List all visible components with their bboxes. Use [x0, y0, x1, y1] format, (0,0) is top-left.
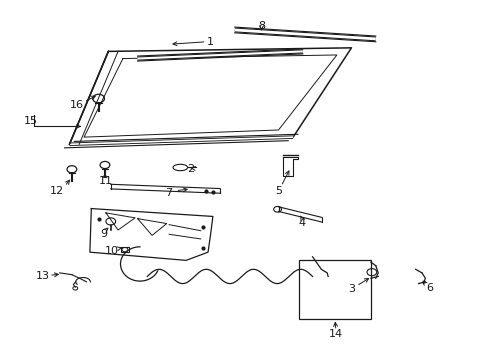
Text: 5: 5	[274, 186, 282, 196]
Bar	[120, 247, 129, 252]
Text: 12: 12	[50, 186, 64, 197]
Bar	[298, 260, 370, 319]
Text: 11: 11	[99, 176, 113, 186]
Text: 14: 14	[328, 329, 342, 339]
Text: 2: 2	[187, 164, 194, 174]
Text: 15: 15	[23, 116, 38, 126]
Text: 1: 1	[206, 37, 214, 48]
Text: 16: 16	[70, 100, 83, 110]
Text: 8: 8	[258, 21, 264, 31]
Text: 6: 6	[425, 283, 432, 293]
Text: 10: 10	[105, 247, 119, 256]
Text: 9: 9	[100, 229, 107, 239]
Text: 4: 4	[298, 218, 305, 228]
Text: 13: 13	[36, 271, 50, 282]
Text: 7: 7	[165, 188, 172, 198]
Text: 3: 3	[347, 284, 354, 294]
